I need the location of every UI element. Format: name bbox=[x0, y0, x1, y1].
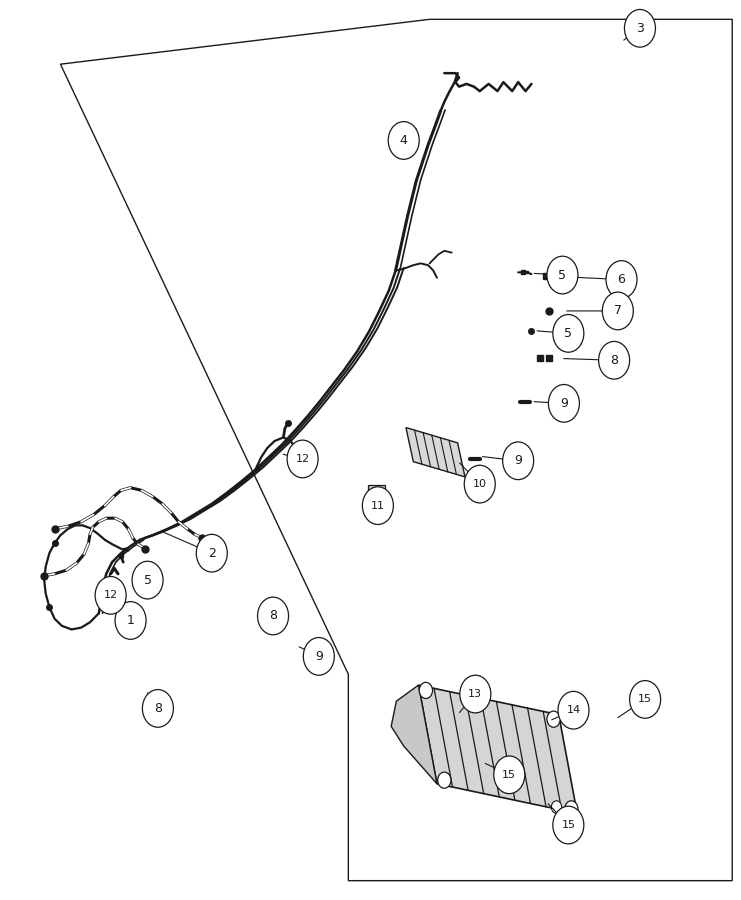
Circle shape bbox=[551, 801, 562, 814]
Bar bbox=[368, 485, 385, 498]
Text: 5: 5 bbox=[144, 573, 152, 587]
Circle shape bbox=[196, 535, 227, 572]
Circle shape bbox=[132, 562, 163, 598]
Polygon shape bbox=[419, 685, 577, 814]
Text: 5: 5 bbox=[559, 268, 566, 282]
Circle shape bbox=[599, 341, 630, 379]
Text: 9: 9 bbox=[514, 454, 522, 467]
Circle shape bbox=[553, 806, 584, 844]
Circle shape bbox=[553, 314, 584, 352]
Circle shape bbox=[547, 256, 578, 294]
Text: 12: 12 bbox=[296, 454, 310, 464]
Text: 12: 12 bbox=[104, 590, 118, 600]
Polygon shape bbox=[406, 428, 465, 477]
Circle shape bbox=[460, 675, 491, 713]
Circle shape bbox=[502, 442, 534, 480]
Circle shape bbox=[630, 680, 661, 718]
Text: 15: 15 bbox=[638, 695, 652, 705]
Text: 9: 9 bbox=[560, 397, 568, 410]
Circle shape bbox=[565, 801, 578, 817]
Circle shape bbox=[258, 597, 288, 634]
Text: 13: 13 bbox=[468, 689, 482, 699]
Circle shape bbox=[287, 440, 318, 478]
Text: 8: 8 bbox=[610, 354, 618, 367]
Circle shape bbox=[494, 756, 525, 794]
Circle shape bbox=[547, 711, 560, 727]
Text: 8: 8 bbox=[269, 609, 277, 623]
Text: 9: 9 bbox=[315, 650, 323, 663]
Text: 15: 15 bbox=[562, 820, 575, 830]
Polygon shape bbox=[391, 685, 437, 784]
Circle shape bbox=[625, 10, 656, 47]
Circle shape bbox=[142, 689, 173, 727]
Circle shape bbox=[606, 261, 637, 299]
Text: 7: 7 bbox=[614, 304, 622, 318]
Circle shape bbox=[115, 601, 146, 639]
Text: 4: 4 bbox=[400, 134, 408, 147]
Circle shape bbox=[548, 384, 579, 422]
Text: 2: 2 bbox=[207, 546, 216, 560]
Text: 15: 15 bbox=[502, 770, 516, 779]
Text: 11: 11 bbox=[371, 500, 385, 510]
Text: 3: 3 bbox=[636, 22, 644, 35]
Text: 6: 6 bbox=[617, 273, 625, 286]
Text: 14: 14 bbox=[566, 706, 581, 716]
Circle shape bbox=[419, 682, 433, 698]
Circle shape bbox=[602, 292, 634, 329]
Circle shape bbox=[362, 487, 393, 525]
Text: 8: 8 bbox=[154, 702, 162, 715]
Text: 5: 5 bbox=[565, 327, 572, 340]
Circle shape bbox=[558, 691, 589, 729]
Text: 10: 10 bbox=[473, 479, 487, 489]
Text: 1: 1 bbox=[127, 614, 135, 627]
Circle shape bbox=[95, 577, 126, 614]
Circle shape bbox=[388, 122, 419, 159]
Circle shape bbox=[303, 637, 334, 675]
Circle shape bbox=[465, 465, 495, 503]
Circle shape bbox=[438, 772, 451, 788]
